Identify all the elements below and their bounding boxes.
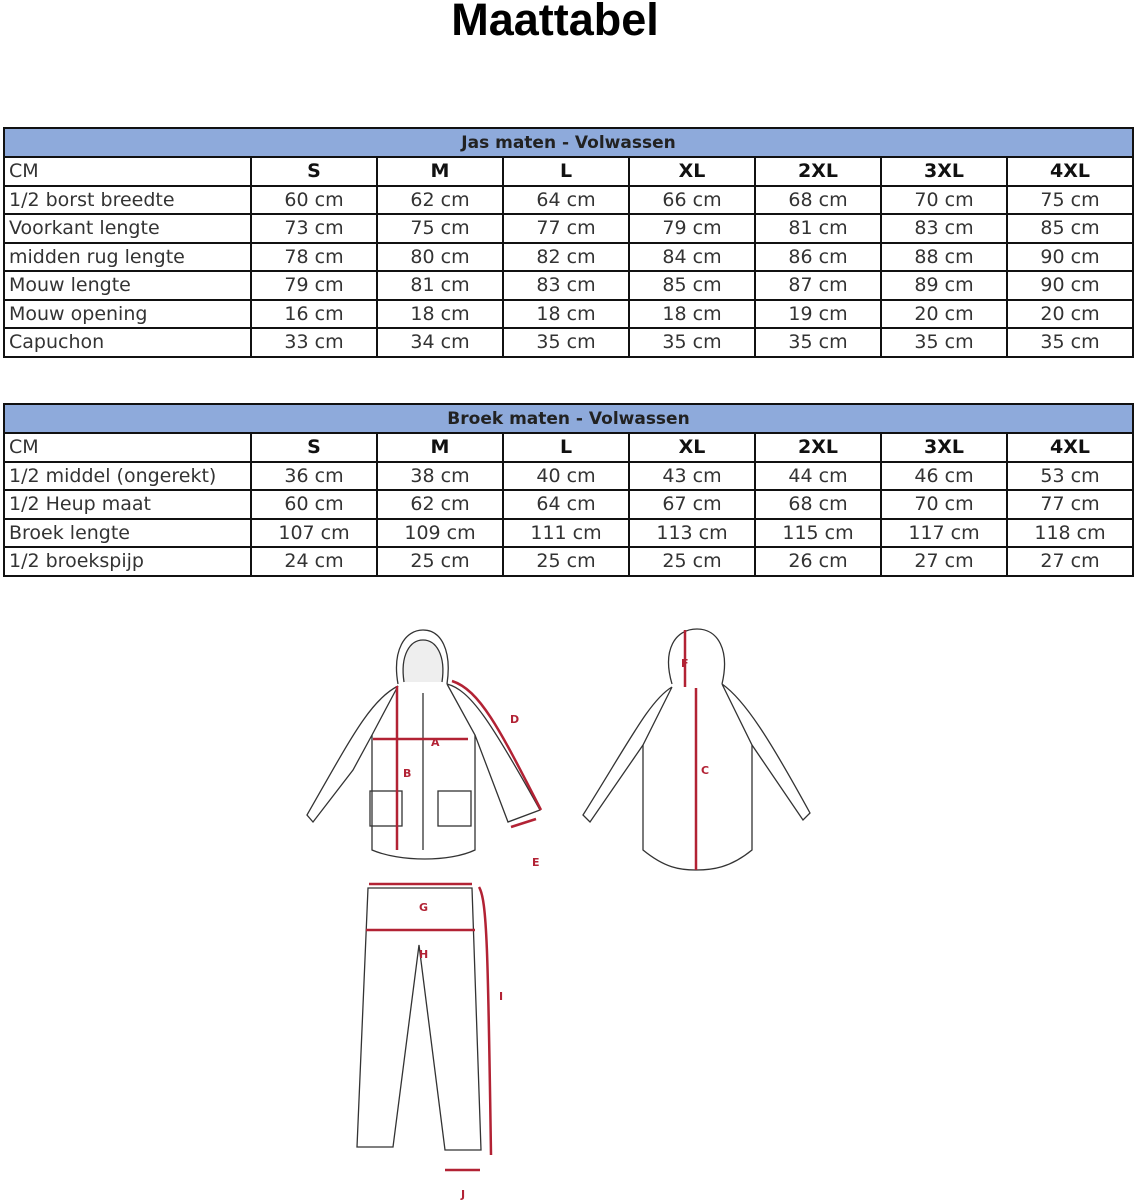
measurement-cell: 25 cm bbox=[628, 546, 756, 577]
jacket-size-table: Jas maten - Volwassen CM S M L XL 2XL 3XL 4XL 1/2… bbox=[3, 127, 1134, 358]
table-row: Mouw opening 16 cm 18 cm 18 cm 18 cm 19 cm 20 … bbox=[3, 298, 1134, 329]
measurement-cell: 34 cm bbox=[376, 327, 504, 358]
label-b: B bbox=[403, 767, 411, 780]
label-j: J bbox=[460, 1188, 465, 1200]
measurement-cell: 84 cm bbox=[628, 241, 756, 272]
measurement-cell: 16 cm bbox=[250, 298, 378, 329]
page-title: Maattabel bbox=[451, 0, 659, 45]
label-i: I bbox=[499, 990, 503, 1003]
measurement-cell: 43 cm bbox=[628, 460, 756, 491]
measurement-cell: 88 cm bbox=[880, 241, 1008, 272]
table-title: Jas maten - Volwassen bbox=[3, 127, 1134, 158]
measurement-label: Capuchon bbox=[3, 327, 252, 358]
measurement-cell: 87 cm bbox=[754, 270, 882, 301]
measurement-cell: 35 cm bbox=[628, 327, 756, 358]
measurement-cell: 75 cm bbox=[376, 213, 504, 244]
measurement-cell: 27 cm bbox=[880, 546, 1008, 577]
unit-header: CM bbox=[3, 432, 252, 463]
table-title: Broek maten - Volwassen bbox=[3, 403, 1134, 434]
measurement-cell: 24 cm bbox=[250, 546, 378, 577]
measurement-cell: 27 cm bbox=[1006, 546, 1134, 577]
size-header: S bbox=[250, 432, 378, 463]
measurement-label: Broek lengte bbox=[3, 517, 252, 548]
label-d: D bbox=[510, 713, 519, 726]
measurement-cell: 64 cm bbox=[502, 184, 630, 215]
jacket-back-drawing: F C bbox=[582, 628, 811, 871]
table-row: Voorkant lengte 73 cm 75 cm 77 cm 79 cm 81 cm… bbox=[3, 213, 1134, 244]
measurement-cell: 35 cm bbox=[502, 327, 630, 358]
size-header: S bbox=[250, 156, 378, 187]
table-header-row: CM S M L XL 2XL 3XL 4XL bbox=[3, 156, 1134, 187]
table-row: 1/2 broekspijp 24 cm 25 cm 25 cm 25 cm 26 cm 2… bbox=[3, 546, 1134, 577]
measurement-cell: 66 cm bbox=[628, 184, 756, 215]
measurement-cell: 33 cm bbox=[250, 327, 378, 358]
measurement-label: 1/2 borst breedte bbox=[3, 184, 252, 215]
measurement-cell: 83 cm bbox=[502, 270, 630, 301]
measurement-cell: 70 cm bbox=[880, 184, 1008, 215]
measurement-label: midden rug lengte bbox=[3, 241, 252, 272]
measurement-cell: 82 cm bbox=[502, 241, 630, 272]
measurement-cell: 40 cm bbox=[502, 460, 630, 491]
measurement-cell: 111 cm bbox=[502, 517, 630, 548]
pants-size-table: Broek maten - Volwassen CM S M L XL 2XL 3XL 4XL 1… bbox=[3, 403, 1134, 577]
label-c: C bbox=[701, 764, 709, 777]
measurement-cell: 35 cm bbox=[754, 327, 882, 358]
size-header: 4XL bbox=[1006, 156, 1134, 187]
size-header: 3XL bbox=[880, 156, 1008, 187]
label-h: H bbox=[419, 948, 428, 961]
label-g: G bbox=[419, 901, 428, 914]
measurement-label: 1/2 broekspijp bbox=[3, 546, 252, 577]
measurement-cell: 86 cm bbox=[754, 241, 882, 272]
measurement-cell: 25 cm bbox=[376, 546, 504, 577]
measurement-cell: 118 cm bbox=[1006, 517, 1134, 548]
measurement-label: Mouw opening bbox=[3, 298, 252, 329]
measurement-label: 1/2 middel (ongerekt) bbox=[3, 460, 252, 491]
measurement-cell: 36 cm bbox=[250, 460, 378, 491]
measurement-cell: 35 cm bbox=[1006, 327, 1134, 358]
jacket-front-drawing: A B D E bbox=[306, 629, 543, 869]
measurement-cell: 26 cm bbox=[754, 546, 882, 577]
measurement-cell: 81 cm bbox=[754, 213, 882, 244]
measurement-cell: 35 cm bbox=[880, 327, 1008, 358]
label-a: A bbox=[431, 736, 440, 749]
measurement-cell: 68 cm bbox=[754, 489, 882, 520]
measurement-cell: 25 cm bbox=[502, 546, 630, 577]
table-row: 1/2 borst breedte 60 cm 62 cm 64 cm 66 cm 68 … bbox=[3, 184, 1134, 215]
measurement-cell: 78 cm bbox=[250, 241, 378, 272]
measurement-cell: 62 cm bbox=[376, 184, 504, 215]
label-f: F bbox=[681, 657, 689, 670]
label-e: E bbox=[532, 856, 540, 869]
measurement-cell: 79 cm bbox=[250, 270, 378, 301]
measurement-cell: 18 cm bbox=[376, 298, 504, 329]
table-row: midden rug lengte 78 cm 80 cm 82 cm 84 cm 86 … bbox=[3, 241, 1134, 272]
table-row: Capuchon 33 cm 34 cm 35 cm 35 cm 35 cm 35 cm 35… bbox=[3, 327, 1134, 358]
measurement-cell: 60 cm bbox=[250, 184, 378, 215]
size-header: 4XL bbox=[1006, 432, 1134, 463]
measurement-cell: 46 cm bbox=[880, 460, 1008, 491]
pants-drawing: G H I J bbox=[356, 882, 503, 1200]
table-row: 1/2 middel (ongerekt) 36 cm 38 cm 40 cm 43 c… bbox=[3, 460, 1134, 491]
size-header: 2XL bbox=[754, 156, 882, 187]
measurement-cell: 83 cm bbox=[880, 213, 1008, 244]
size-header: XL bbox=[628, 156, 756, 187]
size-header: L bbox=[502, 156, 630, 187]
measurement-cell: 73 cm bbox=[250, 213, 378, 244]
